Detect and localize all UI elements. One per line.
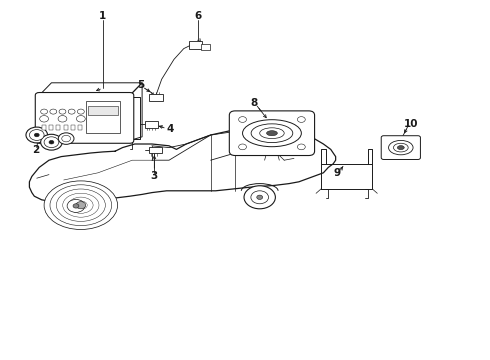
FancyBboxPatch shape (86, 101, 120, 133)
Circle shape (239, 117, 246, 122)
Ellipse shape (44, 181, 118, 230)
FancyBboxPatch shape (71, 125, 75, 130)
Text: 4: 4 (166, 124, 174, 134)
FancyBboxPatch shape (229, 111, 315, 156)
Text: 2: 2 (32, 145, 39, 156)
Circle shape (41, 109, 48, 114)
Circle shape (62, 135, 71, 142)
FancyBboxPatch shape (189, 41, 202, 49)
Ellipse shape (74, 201, 87, 210)
Ellipse shape (389, 140, 413, 155)
FancyBboxPatch shape (35, 93, 134, 143)
FancyBboxPatch shape (201, 44, 210, 50)
Ellipse shape (251, 124, 293, 143)
Text: 9: 9 (334, 168, 341, 178)
Circle shape (29, 130, 44, 140)
Ellipse shape (393, 143, 408, 152)
Circle shape (67, 199, 85, 212)
Circle shape (239, 144, 246, 150)
FancyBboxPatch shape (149, 147, 162, 153)
Ellipse shape (260, 128, 284, 139)
Circle shape (76, 202, 86, 209)
Circle shape (257, 195, 263, 199)
Circle shape (26, 127, 48, 143)
Text: 10: 10 (403, 119, 418, 129)
Ellipse shape (243, 120, 301, 147)
Text: 1: 1 (99, 11, 106, 21)
Circle shape (297, 117, 305, 122)
Circle shape (49, 140, 54, 144)
FancyBboxPatch shape (149, 94, 163, 101)
Circle shape (40, 116, 49, 122)
Circle shape (297, 144, 305, 150)
Circle shape (58, 116, 67, 122)
FancyBboxPatch shape (42, 125, 46, 130)
FancyBboxPatch shape (88, 106, 118, 115)
Circle shape (59, 109, 66, 114)
Circle shape (58, 133, 74, 144)
Text: 3: 3 (151, 171, 158, 181)
Circle shape (60, 194, 92, 217)
Text: 6: 6 (195, 11, 202, 21)
Circle shape (50, 109, 57, 114)
FancyBboxPatch shape (145, 121, 158, 128)
Ellipse shape (69, 197, 93, 213)
Circle shape (73, 204, 79, 208)
Ellipse shape (397, 146, 404, 150)
Circle shape (68, 109, 75, 114)
Ellipse shape (267, 131, 277, 136)
Text: 5: 5 (138, 80, 145, 90)
Ellipse shape (56, 189, 105, 221)
FancyBboxPatch shape (49, 125, 53, 130)
FancyBboxPatch shape (56, 125, 60, 130)
FancyBboxPatch shape (64, 125, 68, 130)
FancyBboxPatch shape (78, 125, 82, 130)
Circle shape (251, 191, 269, 204)
Circle shape (44, 137, 59, 148)
Circle shape (244, 186, 275, 209)
Circle shape (34, 133, 39, 137)
Ellipse shape (63, 193, 99, 217)
Circle shape (77, 109, 84, 114)
FancyBboxPatch shape (381, 136, 420, 159)
Ellipse shape (50, 185, 112, 226)
Text: 7: 7 (92, 190, 100, 201)
Circle shape (41, 134, 62, 150)
Text: 8: 8 (251, 98, 258, 108)
Circle shape (76, 116, 85, 122)
